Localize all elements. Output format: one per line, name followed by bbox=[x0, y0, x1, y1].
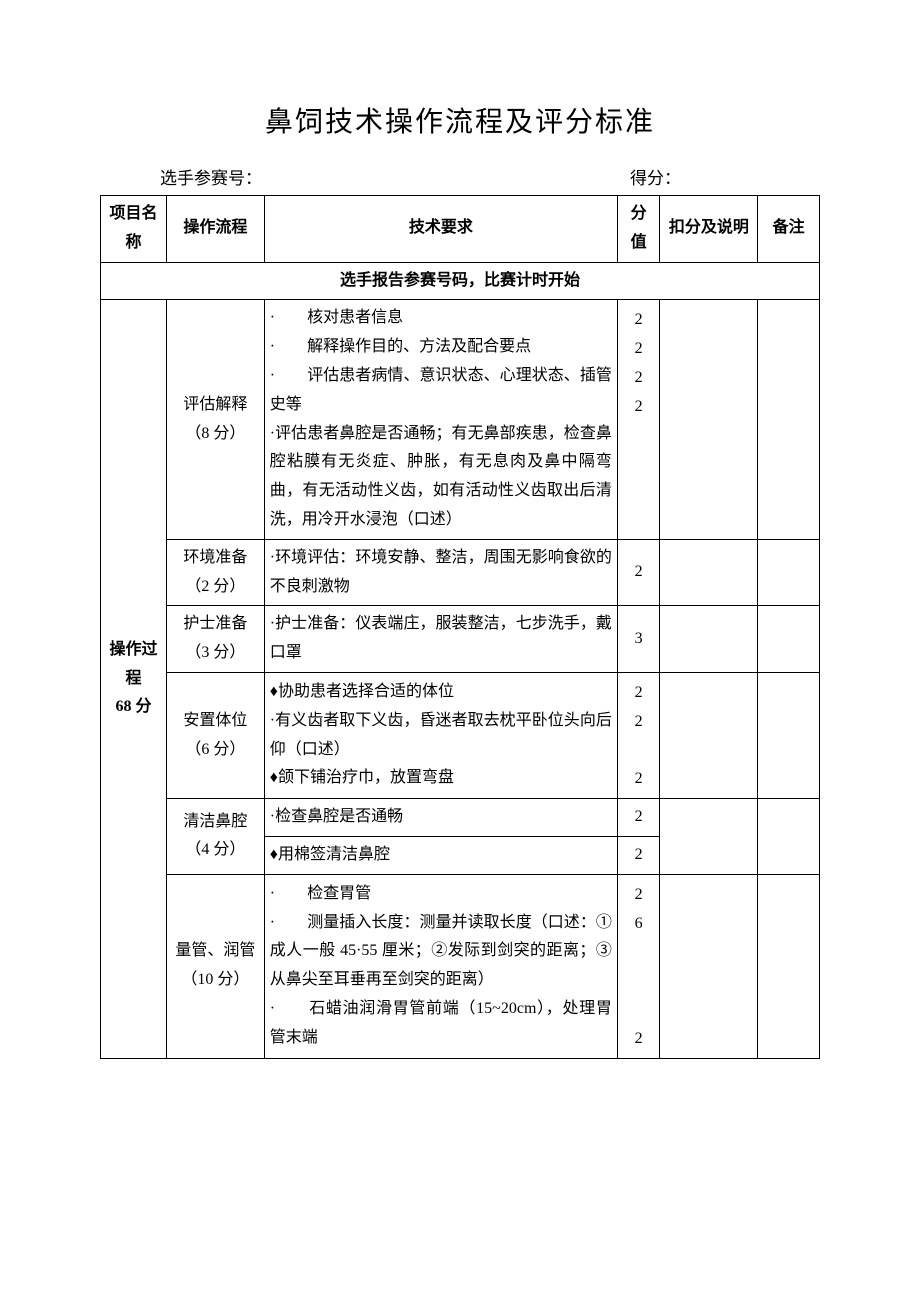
section-label-line1: 操作过 bbox=[106, 636, 161, 665]
tech-line: ·检查鼻腔是否通畅 bbox=[270, 803, 612, 832]
score-label: 得分： bbox=[460, 164, 820, 189]
remark-cell bbox=[758, 799, 820, 875]
header-info: 选手参赛号： 得分： bbox=[100, 164, 820, 189]
tech-line: ♦协助患者选择合适的体位 bbox=[270, 678, 612, 707]
tech-cell: · 核对患者信息 · 解释操作目的、方法及配合要点 · 评估患者病情、意识状态、… bbox=[264, 300, 617, 539]
score-cell: 3 bbox=[617, 606, 660, 673]
tech-cell: · 检查胃管 · 测量插入长度：测量并读取长度（口述：①成人一般 45·55 厘… bbox=[264, 874, 617, 1058]
scoring-table: 项目名称 操作流程 技术要求 分值 扣分及说明 备注 选手报告参赛号码，比赛计时… bbox=[100, 195, 820, 1059]
tech-line: ·评估患者鼻腔是否通畅；有无鼻部疾患，检查鼻腔粘膜有无炎症、肿胀，有无息肉及鼻中… bbox=[270, 420, 612, 535]
score-value: 2 bbox=[623, 364, 655, 393]
header-flow: 操作流程 bbox=[166, 196, 264, 263]
tech-line: · 石蜡油润滑胃管前端（15~20cm），处理胃管末端 bbox=[270, 995, 612, 1053]
header-tech: 技术要求 bbox=[264, 196, 617, 263]
score-value bbox=[623, 996, 655, 1025]
tech-line: ·有义齿者取下义齿，昏迷者取去枕平卧位头向后仰（口述） bbox=[270, 707, 612, 765]
remark-cell bbox=[758, 672, 820, 798]
tech-cell: ·护士准备：仪表端庄，服装整洁，七步洗手，戴口罩 bbox=[264, 606, 617, 673]
flow-cell: 护士准备（3 分） bbox=[166, 606, 264, 673]
score-cell: 2 6 2 bbox=[617, 874, 660, 1058]
tech-line: ·护士准备：仪表端庄，服装整洁，七步洗手，戴口罩 bbox=[270, 610, 612, 668]
deduct-cell bbox=[660, 539, 758, 606]
table-header-row: 项目名称 操作流程 技术要求 分值 扣分及说明 备注 bbox=[101, 196, 820, 263]
contestant-number-label: 选手参赛号： bbox=[100, 164, 460, 189]
score-cell: 2 bbox=[617, 539, 660, 606]
score-value bbox=[623, 737, 655, 766]
table-row: 环境准备（2 分） ·环境评估：环境安静、整洁，周围无影响食欲的不良刺激物 2 bbox=[101, 539, 820, 606]
banner-row: 选手报告参赛号码，比赛计时开始 bbox=[101, 262, 820, 300]
banner-text: 选手报告参赛号码，比赛计时开始 bbox=[101, 262, 820, 300]
tech-cell: ·检查鼻腔是否通畅 bbox=[264, 799, 617, 837]
deduct-cell bbox=[660, 799, 758, 875]
header-deduct: 扣分及说明 bbox=[660, 196, 758, 263]
header-score: 分值 bbox=[617, 196, 660, 263]
remark-cell bbox=[758, 606, 820, 673]
deduct-cell bbox=[660, 874, 758, 1058]
header-project: 项目名称 bbox=[101, 196, 167, 263]
score-value: 2 bbox=[623, 765, 655, 794]
score-value: 6 bbox=[623, 910, 655, 939]
remark-cell bbox=[758, 874, 820, 1058]
deduct-cell bbox=[660, 672, 758, 798]
tech-line: · 核对患者信息 bbox=[270, 304, 612, 333]
tech-line: · 检查胃管 bbox=[270, 880, 612, 909]
score-value: 2 bbox=[623, 708, 655, 737]
section-label-line3: 68 分 bbox=[106, 693, 161, 722]
flow-cell: 安置体位（6 分） bbox=[166, 672, 264, 798]
flow-cell: 清洁鼻腔（4 分） bbox=[166, 799, 264, 875]
score-value: 2 bbox=[623, 393, 655, 422]
score-value bbox=[623, 967, 655, 996]
tech-line: ♦用棉签清洁鼻腔 bbox=[270, 841, 612, 870]
tech-cell: ♦协助患者选择合适的体位 ·有义齿者取下义齿，昏迷者取去枕平卧位头向后仰（口述）… bbox=[264, 672, 617, 798]
flow-cell: 环境准备（2 分） bbox=[166, 539, 264, 606]
score-cell: 2 2 2 bbox=[617, 672, 660, 798]
table-row: 护士准备（3 分） ·护士准备：仪表端庄，服装整洁，七步洗手，戴口罩 3 bbox=[101, 606, 820, 673]
tech-cell: ♦用棉签清洁鼻腔 bbox=[264, 836, 617, 874]
score-value: 2 bbox=[623, 335, 655, 364]
flow-cell: 量管、润管（10 分） bbox=[166, 874, 264, 1058]
deduct-cell bbox=[660, 300, 758, 539]
table-row: 操作过 程 68 分 评估解释（8 分） · 核对患者信息 · 解释操作目的、方… bbox=[101, 300, 820, 539]
tech-line: ·环境评估：环境安静、整洁，周围无影响食欲的不良刺激物 bbox=[270, 544, 612, 602]
remark-cell bbox=[758, 539, 820, 606]
section-label: 操作过 程 68 分 bbox=[101, 300, 167, 1058]
tech-cell: ·环境评估：环境安静、整洁，周围无影响食欲的不良刺激物 bbox=[264, 539, 617, 606]
remark-cell bbox=[758, 300, 820, 539]
tech-line: · 解释操作目的、方法及配合要点 bbox=[270, 333, 612, 362]
deduct-cell bbox=[660, 606, 758, 673]
tech-line: · 评估患者病情、意识状态、心理状态、插管史等 bbox=[270, 362, 612, 420]
tech-line: ♦颌下铺治疗巾，放置弯盘 bbox=[270, 764, 612, 793]
score-value: 2 bbox=[623, 679, 655, 708]
section-label-line2: 程 bbox=[106, 665, 161, 694]
score-cell: 2 2 2 2 bbox=[617, 300, 660, 539]
score-cell: 2 bbox=[617, 799, 660, 837]
table-row: 清洁鼻腔（4 分） ·检查鼻腔是否通畅 2 bbox=[101, 799, 820, 837]
table-row: 安置体位（6 分） ♦协助患者选择合适的体位 ·有义齿者取下义齿，昏迷者取去枕平… bbox=[101, 672, 820, 798]
header-remark: 备注 bbox=[758, 196, 820, 263]
page-title: 鼻饲技术操作流程及评分标准 bbox=[100, 100, 820, 140]
score-value: 2 bbox=[623, 881, 655, 910]
tech-line: · 测量插入长度：测量并读取长度（口述：①成人一般 45·55 厘米；②发际到剑… bbox=[270, 909, 612, 995]
score-value: 2 bbox=[623, 1025, 655, 1054]
table-row: 量管、润管（10 分） · 检查胃管 · 测量插入长度：测量并读取长度（口述：①… bbox=[101, 874, 820, 1058]
flow-cell: 评估解释（8 分） bbox=[166, 300, 264, 539]
score-value bbox=[623, 938, 655, 967]
score-cell: 2 bbox=[617, 836, 660, 874]
score-value: 2 bbox=[623, 306, 655, 335]
